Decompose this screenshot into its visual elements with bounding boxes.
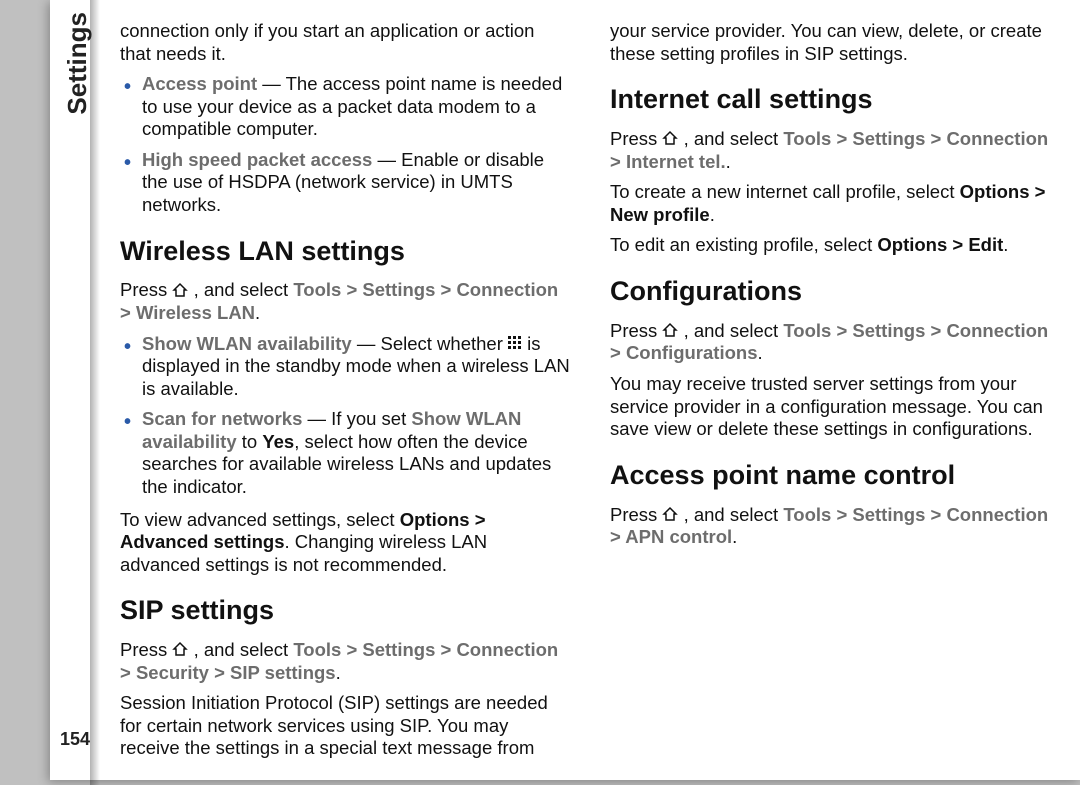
inet-path-instruction: Press , and select Tools > Settings > Co… xyxy=(610,128,1060,173)
apn-path-instruction: Press , and select Tools > Settings > Co… xyxy=(610,504,1060,549)
bullet-show-wlan: Show WLAN availability — Select whether … xyxy=(120,333,570,401)
home-key-icon xyxy=(662,130,678,146)
inet-edit-profile: To edit an existing profile, select Opti… xyxy=(610,234,1060,257)
home-key-icon xyxy=(662,506,678,522)
heading-configurations: Configurations xyxy=(610,275,1060,308)
yes-value: Yes xyxy=(262,431,294,452)
heading-wlan: Wireless LAN settings xyxy=(120,235,570,268)
term: Show WLAN availability xyxy=(142,333,352,354)
bullet-hsdpa: High speed packet access — Enable or dis… xyxy=(120,149,570,217)
bullet-scan-networks: Scan for networks — If you set Show WLAN… xyxy=(120,408,570,498)
manual-page: Settings 154 connection only if you star… xyxy=(50,0,1080,780)
page-edge-shadow xyxy=(90,0,100,785)
wlan-indicator-icon xyxy=(508,336,522,350)
home-key-icon xyxy=(172,641,188,657)
bullet-access-point: Access point — The access point name is … xyxy=(120,73,570,141)
page-content: connection only if you start an applicat… xyxy=(120,20,1060,760)
options-path: Options > Edit xyxy=(877,234,1003,255)
conf-path-instruction: Press , and select Tools > Settings > Co… xyxy=(610,320,1060,365)
heading-sip: SIP settings xyxy=(120,594,570,627)
wlan-advanced-note: To view advanced settings, select Option… xyxy=(120,509,570,577)
sip-path-instruction: Press , and select Tools > Settings > Co… xyxy=(120,639,570,684)
term: High speed packet access xyxy=(142,149,372,170)
inet-new-profile: To create a new internet call profile, s… xyxy=(610,181,1060,226)
conf-description: You may receive trusted server settings … xyxy=(610,373,1060,441)
page-number: 154 xyxy=(60,729,90,750)
home-key-icon xyxy=(662,322,678,338)
wlan-bullets: Show WLAN availability — Select whether … xyxy=(120,333,570,499)
heading-internet-call: Internet call settings xyxy=(610,83,1060,116)
section-side-label: Settings xyxy=(62,12,93,115)
term: Access point xyxy=(142,73,257,94)
heading-apn: Access point name control xyxy=(610,459,1060,492)
term: Scan for networks xyxy=(142,408,302,429)
home-key-icon xyxy=(172,282,188,298)
packet-data-bullets: Access point — The access point name is … xyxy=(120,73,570,216)
intro-continuation: connection only if you start an applicat… xyxy=(120,20,570,65)
wlan-path-instruction: Press , and select Tools > Settings > Co… xyxy=(120,279,570,324)
